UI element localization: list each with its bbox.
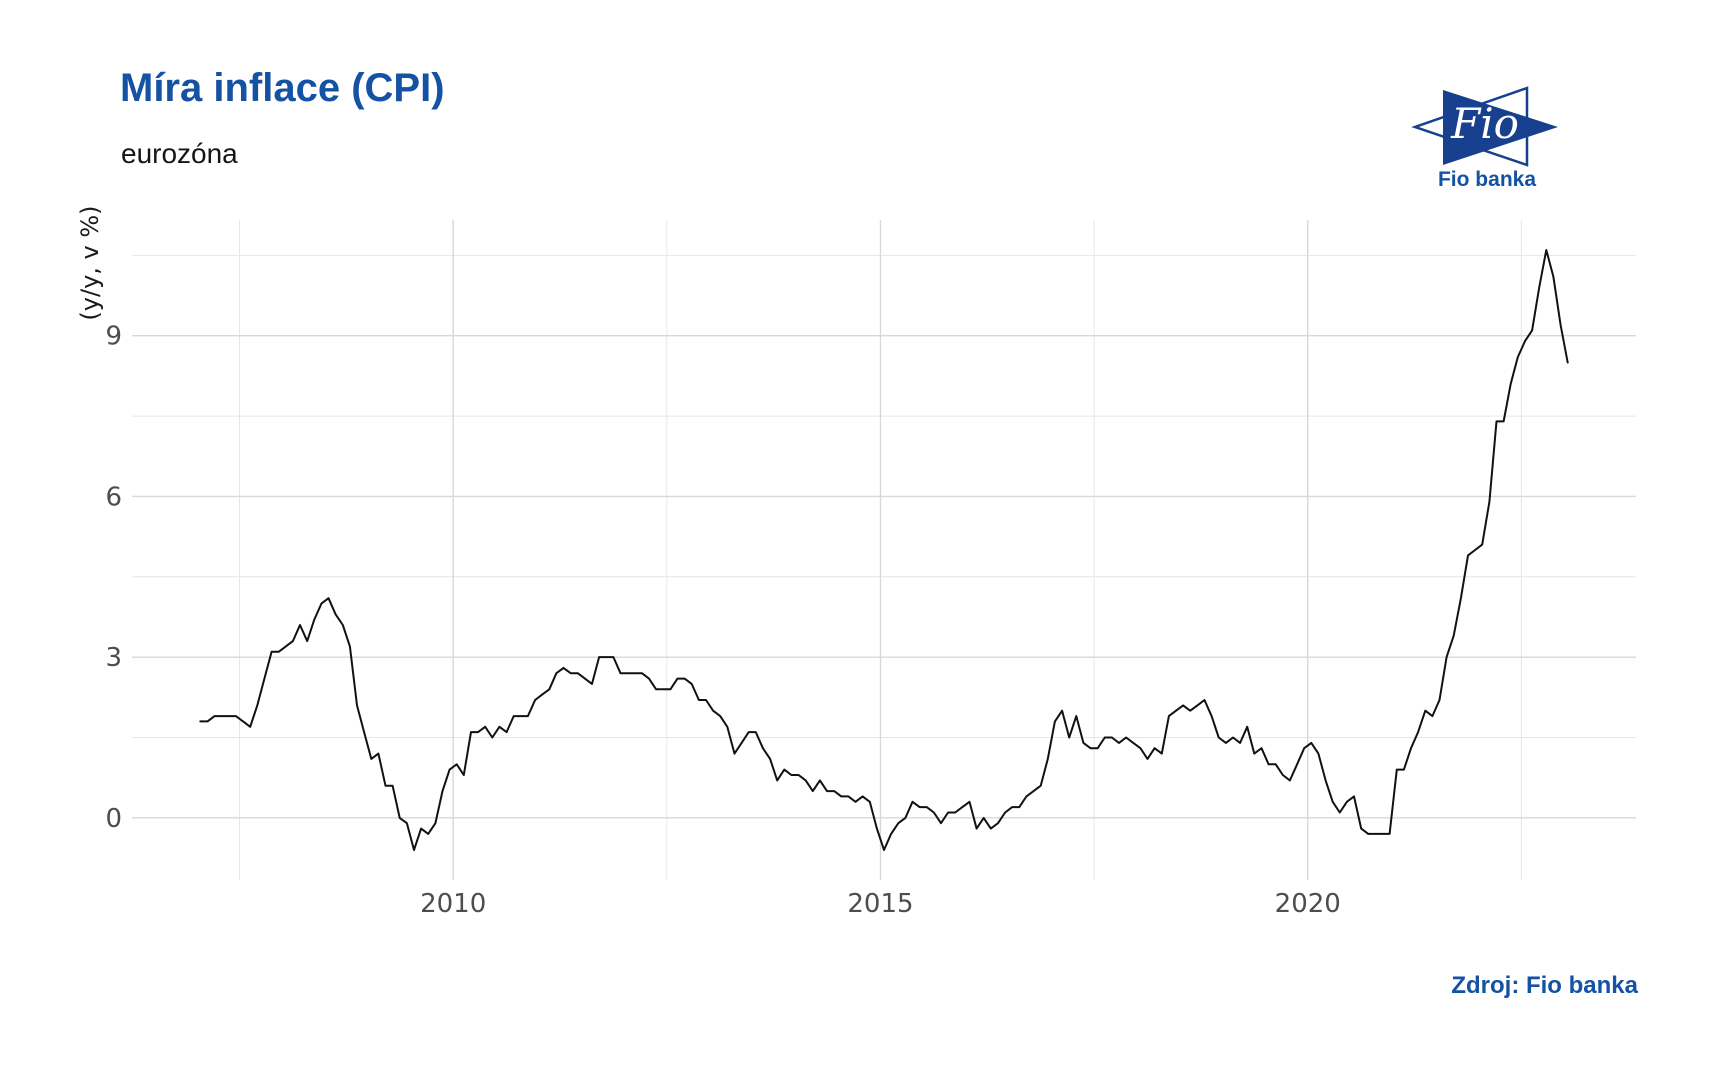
y-tick-label: 6	[105, 482, 122, 512]
logo-fio-text: Fio	[1450, 99, 1519, 148]
fio-logo-icon: Fio Fio banka	[1411, 86, 1558, 191]
y-tick-label: 3	[105, 643, 122, 673]
gridlines-minor	[132, 220, 1636, 880]
axis-tick-labels: 2010 2015 2020 0 3 6 9	[105, 322, 1340, 919]
inflation-line	[199, 249, 1569, 851]
source-credit: Zdroj: Fio banka	[1451, 972, 1638, 999]
x-tick-label: 2020	[1275, 889, 1341, 919]
x-tick-label: 2015	[847, 889, 913, 919]
y-tick-label: 0	[105, 804, 122, 834]
logo-outline-triangle	[1411, 86, 1529, 167]
y-tick-label: 9	[105, 322, 122, 352]
chart-subtitle: eurozóna	[121, 138, 238, 169]
gridlines-major	[132, 220, 1636, 880]
logo-caption: Fio banka	[1438, 168, 1536, 191]
fio-logo: Fio Fio banka	[1408, 62, 1568, 202]
x-tick-label: 2010	[420, 889, 486, 919]
chart-title: Míra inflace (CPI)	[120, 66, 445, 110]
